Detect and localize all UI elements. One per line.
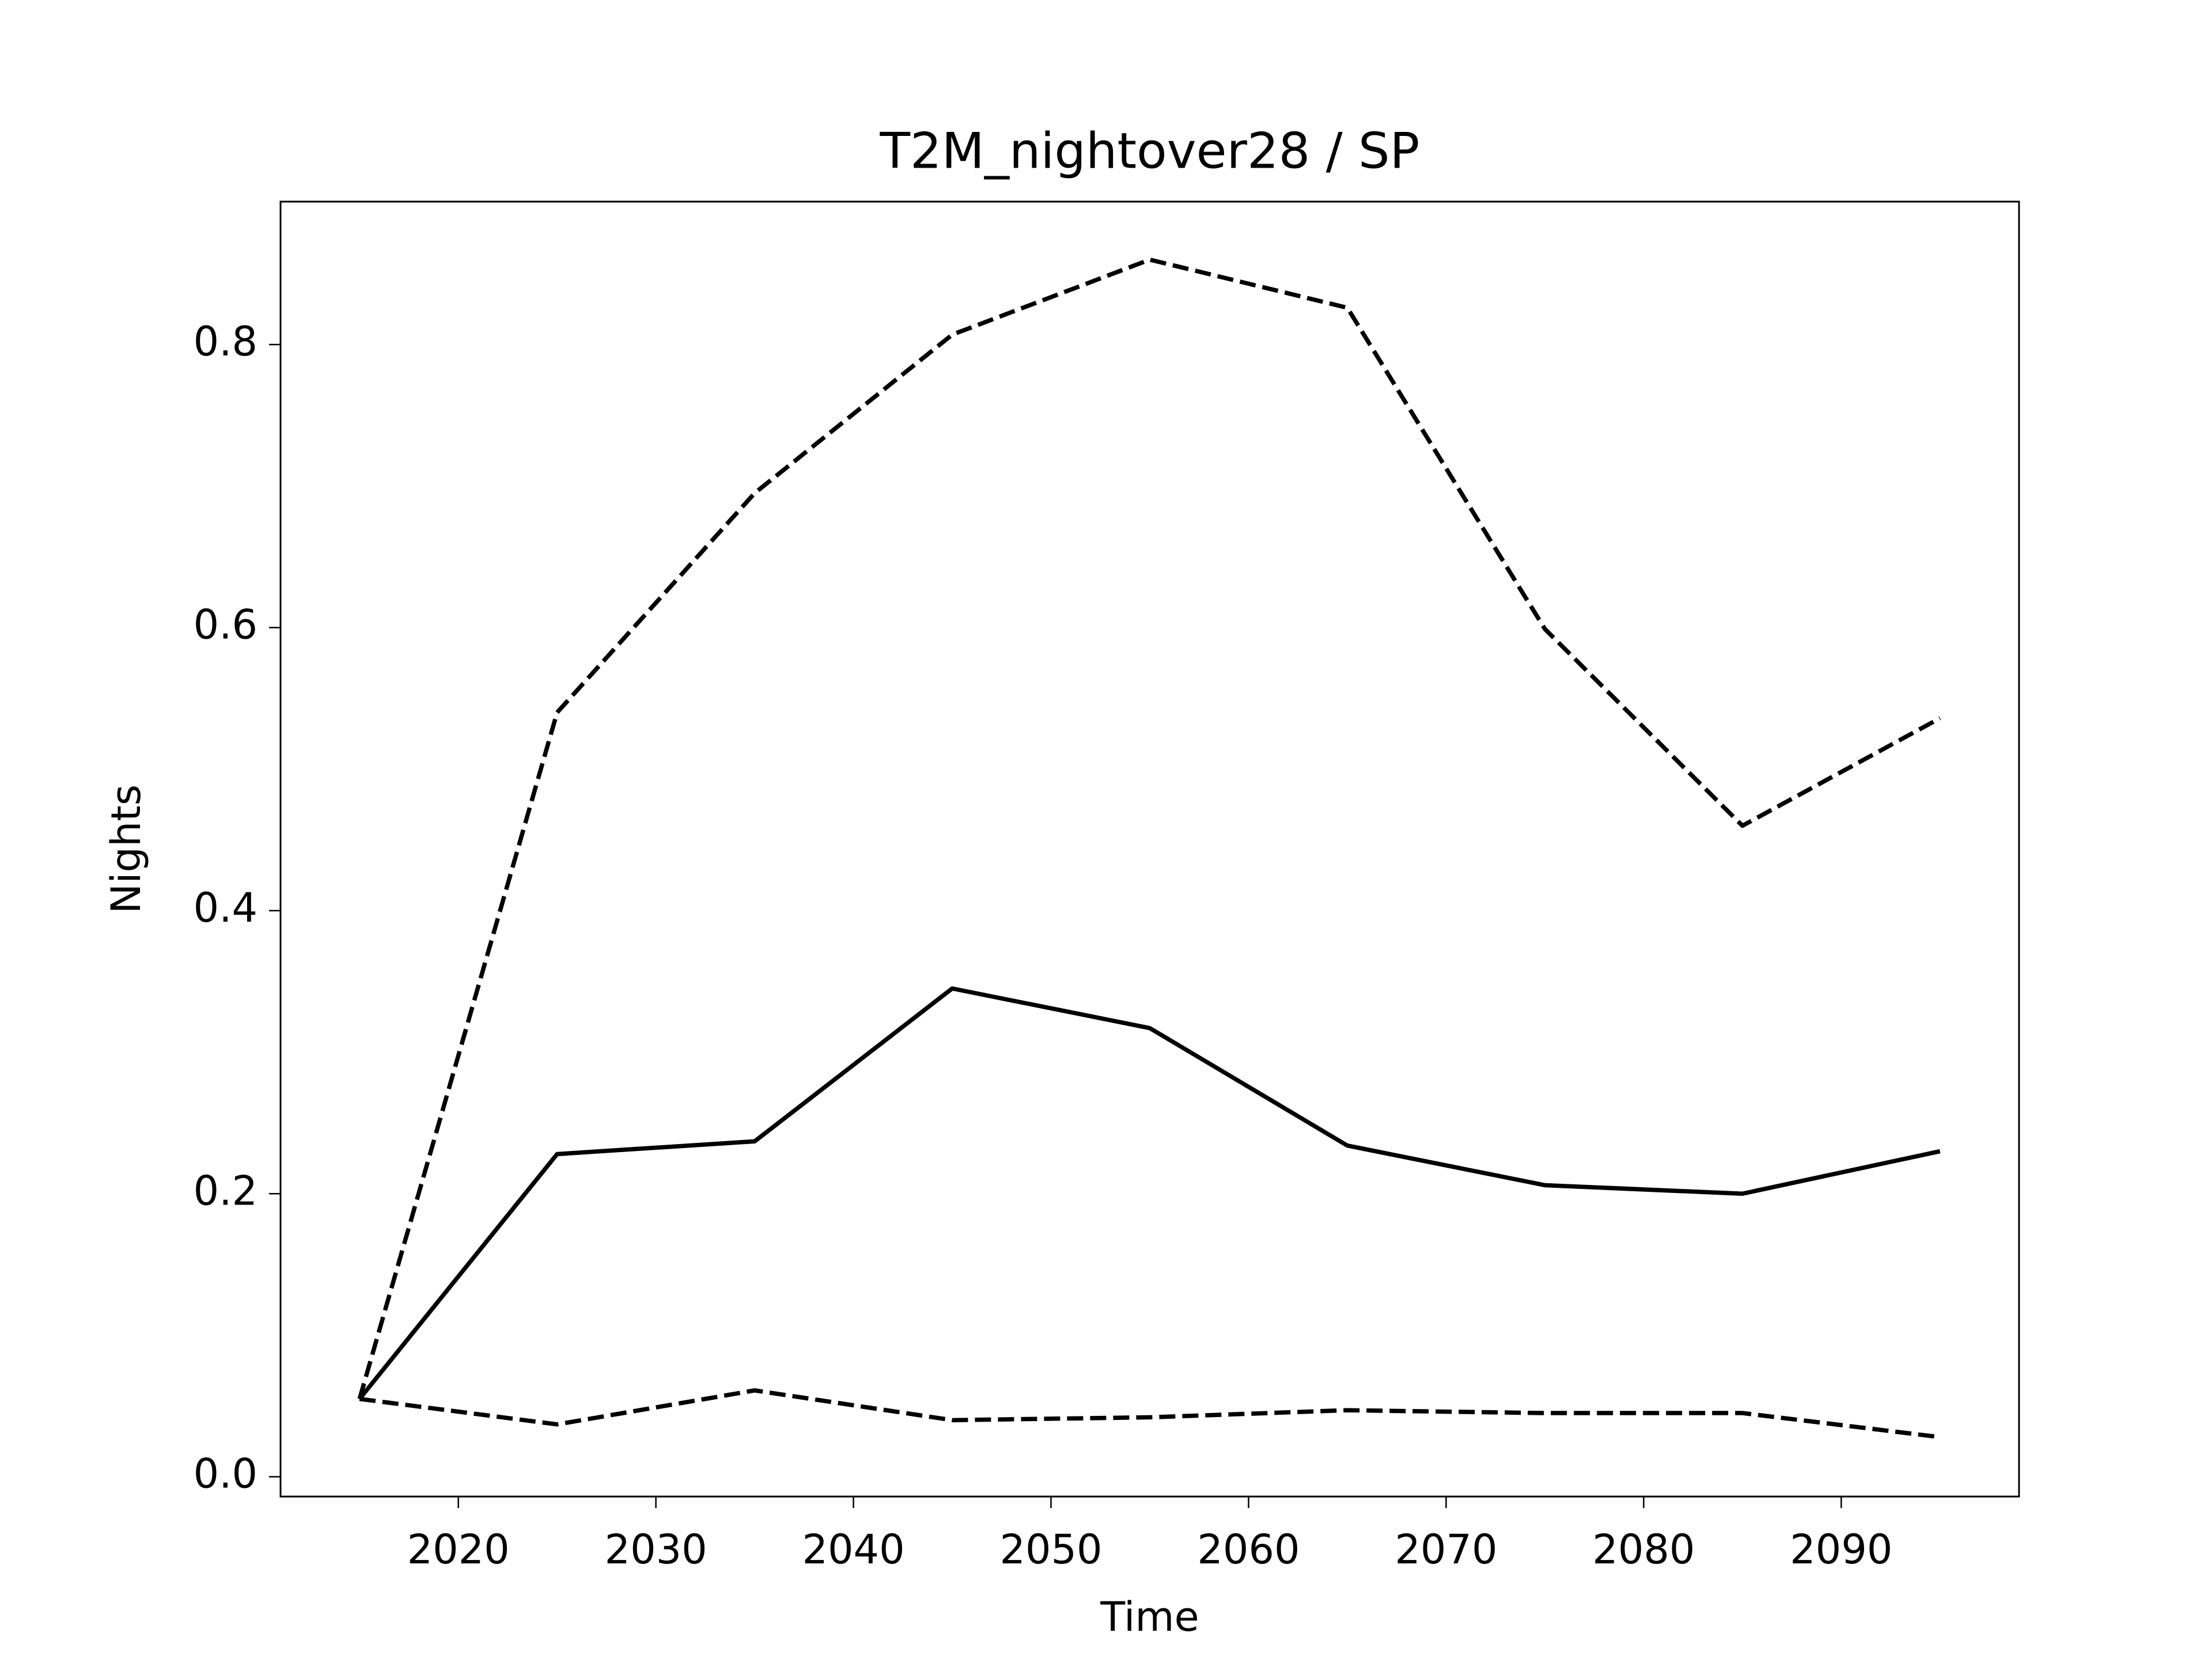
plot-frame bbox=[279, 200, 2020, 1498]
x-axis-label: Time bbox=[1100, 1593, 1199, 1641]
x-tick-label: 2070 bbox=[1395, 1526, 1497, 1573]
y-tick-label: 0.2 bbox=[194, 1167, 257, 1214]
y-tick-label: 0.6 bbox=[194, 601, 257, 649]
chart-title: T2M_nightover28 / SP bbox=[880, 122, 1420, 180]
x-tick-label: 2020 bbox=[407, 1526, 510, 1573]
series-line bbox=[357, 257, 1941, 1400]
y-tick-label: 0.8 bbox=[194, 318, 257, 365]
x-tick-label: 2030 bbox=[605, 1526, 707, 1573]
y-tick-label: 0.4 bbox=[194, 884, 257, 931]
series-line bbox=[358, 986, 1941, 1400]
y-tick-label: 0.0 bbox=[194, 1450, 257, 1498]
x-tick-label: 2080 bbox=[1592, 1526, 1695, 1573]
x-tick-label: 2060 bbox=[1197, 1526, 1300, 1573]
series-line bbox=[359, 1388, 1941, 1440]
y-axis-label: Nights bbox=[103, 785, 150, 914]
x-tick-label: 2040 bbox=[802, 1526, 904, 1573]
x-tick-label: 2090 bbox=[1790, 1526, 1892, 1573]
x-tick-label: 2050 bbox=[999, 1526, 1102, 1573]
